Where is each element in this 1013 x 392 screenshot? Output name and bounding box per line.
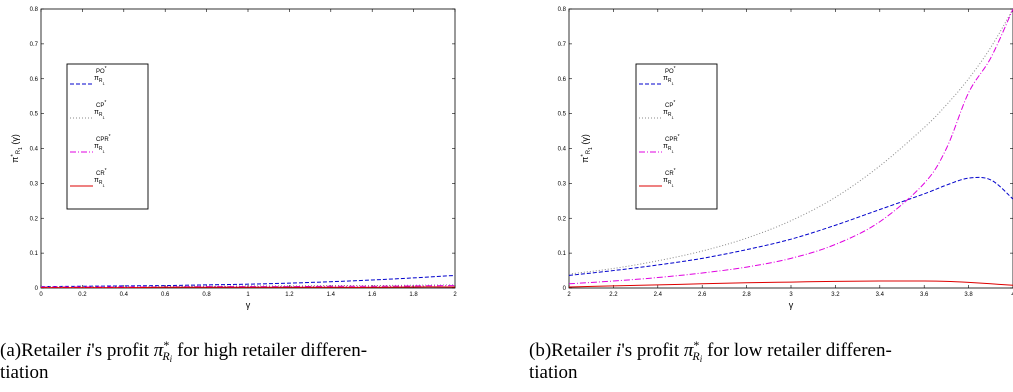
x-tick-label: 2 [567, 292, 571, 298]
y-tick-label: 0.3 [30, 181, 39, 187]
y-tick-label: 0.6 [30, 77, 39, 83]
y-tick-label: 0.6 [558, 77, 567, 83]
series-line-cp [569, 9, 1013, 275]
x-tick-label: 0.4 [120, 292, 129, 298]
x-tick-label: 3.6 [920, 292, 929, 298]
x-tick-label: 2.2 [609, 292, 618, 298]
x-tick-label: 3.8 [964, 292, 973, 298]
x-axis-label: γ [789, 300, 794, 310]
legend-label-cp: πR1CP* [94, 100, 106, 120]
x-tick-label: 3 [789, 292, 793, 298]
legend-label-cpr: πR1CPR* [94, 134, 111, 154]
y-tick-label: 0.2 [30, 216, 39, 222]
legend-label-cp: πR1CP* [663, 100, 675, 120]
y-tick-label: 0.4 [30, 147, 39, 153]
series-group [569, 9, 1013, 288]
y-tick-label: 0.5 [30, 112, 39, 118]
chart-b: 2 2.2 2.4 2.6 2.8 3 3.2 3.4 3.6 3.8 4 0 0.1 0.2 0.3 0.4… [529, 7, 1013, 383]
x-tick-label: 1.4 [327, 292, 336, 298]
legend-label-cpr: πR1CPR* [663, 134, 680, 154]
y-tick-label: 0 [35, 286, 39, 292]
legend-label-po: πR1PO* [663, 66, 676, 86]
y-tick-label: 0.5 [558, 112, 567, 118]
series-line-po [41, 274, 455, 288]
x-tick-label: 2.6 [698, 292, 707, 298]
legend-box [66, 63, 149, 210]
legend: πR1PO* πR1CP* πR1CPR* πR1CR* [66, 63, 149, 210]
legend-label-po: πR1PO* [94, 66, 107, 86]
x-tick-label: 2.4 [654, 292, 663, 298]
y-tick-label: 0.3 [558, 181, 567, 187]
x-tick-label: 3.2 [831, 292, 840, 298]
x-tick-label: 3.4 [876, 292, 885, 298]
x-tick-label: 1.2 [285, 292, 294, 298]
y-tick-label: 0.7 [30, 42, 39, 48]
y-tick-label: 0 [563, 286, 567, 292]
series-line-po [569, 176, 1013, 276]
y-tick-label: 0.2 [558, 216, 567, 222]
series-line-cpr [569, 9, 1013, 285]
caption-line-1: (a)Retailer i's profit π* Ri for high ret… [0, 338, 367, 364]
x-tick-label: 2.8 [742, 292, 751, 298]
x-tick-label: 0.6 [161, 292, 170, 298]
x-tick-label: 1 [246, 292, 250, 298]
x-tick-label: 4 [1011, 292, 1013, 298]
y-tick-label: 0.8 [30, 7, 39, 13]
x-tick-label: 0 [39, 292, 43, 298]
y-tick-label: 0.1 [558, 251, 567, 257]
y-tick-label: 0.7 [558, 42, 567, 48]
y-tick-label: 0.8 [558, 7, 567, 13]
x-tick-label: 0.8 [202, 292, 211, 298]
caption-line-2: tiation [0, 362, 49, 383]
x-tick-label: 1.6 [368, 292, 377, 298]
legend-label-cr: πR1CR* [663, 168, 676, 188]
legend-box [635, 63, 718, 210]
x-tick-label: 1.8 [409, 292, 418, 298]
legend-label-cr: πR1CR* [94, 168, 107, 188]
y-axis-label: π*R1 (γ) [10, 134, 24, 163]
y-tick-label: 0.1 [30, 251, 39, 257]
caption-line-1: (b)Retailer i's profit π* Ri for low reta… [529, 338, 892, 364]
series-line-cr [569, 280, 1013, 288]
y-tick-label: 0.4 [558, 147, 567, 153]
x-tick-label: 2 [453, 292, 457, 298]
series-line-cp [41, 284, 455, 288]
series-group [41, 274, 455, 288]
x-axis-label: γ [246, 300, 251, 310]
chart-a: 0 0.2 0.4 0.6 0.8 1 1.2 1.4 1.6 1.8 2 0 0.1 0.2 0.3 0.4… [0, 7, 457, 383]
caption-line-2: tiation [529, 362, 578, 383]
y-axis-label: π*R1 (γ) [580, 134, 594, 163]
series-line-cr [41, 286, 455, 288]
x-tick-label: 0.2 [78, 292, 87, 298]
legend: πR1PO* πR1CP* πR1CPR* πR1CR* [635, 63, 718, 210]
series-line-cpr [41, 285, 455, 288]
